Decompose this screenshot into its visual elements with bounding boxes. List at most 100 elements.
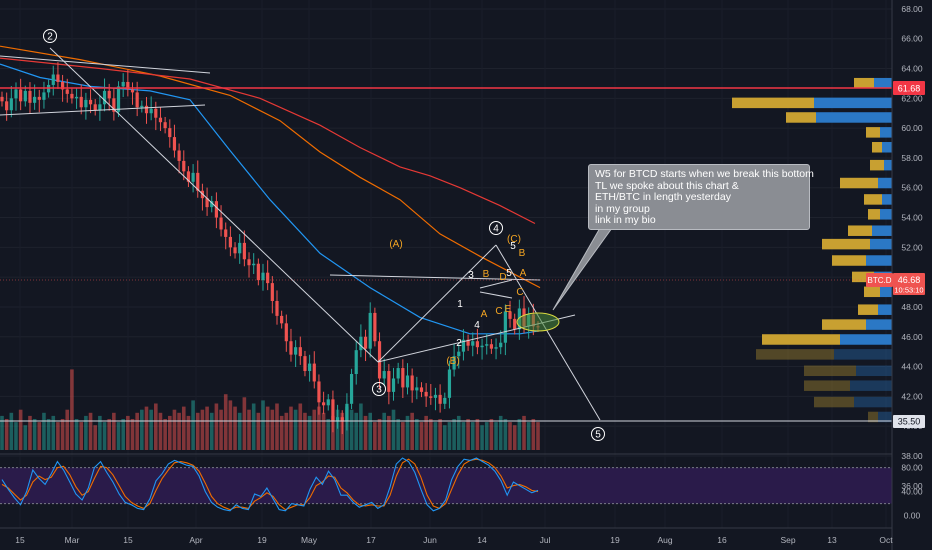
wave-3-small-label: 3 [468,270,474,281]
candle-30 [140,105,144,108]
profile-yellow-20 [814,396,854,408]
callout-line-1: W5 for BTCD starts when we break this bo… [595,168,814,180]
candle-98 [457,351,461,357]
time-tick-4: 19 [257,535,267,545]
candle-49 [228,236,232,248]
candle-19 [88,99,93,105]
volume-bar-101 [470,422,475,450]
candle-56 [261,272,265,281]
candle-9 [42,92,46,100]
candle-99 [461,339,466,352]
white-wave-labels: 1 2 3 4 5 5 [456,241,516,349]
volume-bar-84 [391,409,396,450]
volume-bar-9 [42,412,46,450]
candle-13 [60,81,65,90]
volume-bar-43 [200,409,205,450]
price-tick-6: 56.00 [901,183,923,193]
wave-3-label: 3 [372,382,386,396]
volume-bar-105 [489,419,494,450]
volume-bar-95 [442,425,447,450]
candle-41 [191,172,195,182]
volume-bar-61 [284,412,289,450]
time-tick-5: May [301,535,318,545]
volume-bar-94 [438,419,442,450]
candle-7 [33,96,37,103]
bar-countdown: 10:53:10 [894,286,923,295]
volume-bar-67 [312,409,317,450]
time-tick-15: Oct [879,535,893,545]
candle-39 [182,160,186,172]
volume-bar-22 [102,422,107,450]
volume-bar-66 [307,415,312,450]
price-tick-8: 52.00 [901,242,923,252]
volume-bar-19 [88,412,93,450]
volume-bar-29 [135,412,139,450]
time-tick-2: 15 [123,535,133,545]
profile-yellow-5 [870,159,884,171]
volume-bars [0,369,540,450]
stochastic-rsi-panel [0,453,892,512]
volume-bar-109 [508,422,512,450]
volume-bar-32 [149,409,153,450]
candle-57 [266,272,270,284]
candle-85 [396,368,400,379]
candle-73 [340,417,344,422]
candle-8 [37,96,41,100]
stoch-k-line [1,457,539,512]
stoch-d-line [1,458,539,511]
time-tick-9: Jul [540,535,551,545]
volume-bar-18 [84,415,88,450]
wave-2-text: 2 [47,32,53,43]
volume-bar-10 [46,419,51,450]
volume-bar-51 [237,412,242,450]
candle-17 [79,96,83,108]
profile-blue-15 [866,319,892,330]
volume-bar-106 [494,422,498,450]
price-tick-7: 54.00 [901,213,923,223]
candle-51 [238,242,242,254]
candle-11 [51,74,55,85]
profile-yellow-13 [864,286,880,298]
candle-15 [70,93,74,99]
candle-71 [331,399,335,422]
candle-45 [210,201,214,208]
volume-bar-108 [503,419,508,450]
profile-blue-3 [880,127,892,138]
candle-104 [485,344,489,346]
candle-18 [84,99,88,108]
price-candles[interactable] [0,62,540,435]
candle-88 [410,375,414,391]
support-tag: 35.50 [893,415,925,428]
time-tick-13: Sep [780,535,795,545]
profile-blue-7 [882,194,892,205]
candle-74 [345,403,349,422]
candle-102 [475,341,480,348]
profile-blue-14 [878,304,892,315]
orange-wave-labels: (A) (B) (C) B B D A C E A C [389,234,526,367]
volume-bar-87 [405,415,410,450]
wave-c-near-label: C [516,287,523,298]
candle-26 [121,81,125,87]
wave-c-big-label: (C) [507,234,521,245]
wave-a-near-label: A [520,268,527,279]
volume-bar-23 [107,419,111,450]
wave-2-small-label: 2 [456,338,462,349]
profile-yellow-17 [756,349,834,360]
volume-bar-16 [74,419,79,450]
volume-bar-55 [256,412,261,450]
profile-blue-2 [816,112,892,123]
wave-5-text: 5 [595,430,601,441]
candle-82 [382,371,386,379]
wave-2-label: 2 [43,29,57,43]
profile-yellow-8 [868,209,880,220]
volume-bar-97 [452,419,456,450]
profile-yellow-3 [866,127,880,138]
volume-bar-45 [209,412,214,450]
time-axis[interactable]: 15 Mar 15 Apr 19 May 17 Jun 14 Jul 19 Aug 16 Sep 13 Oct [0,527,893,545]
volume-bar-41 [191,400,195,450]
time-tick-10: 19 [610,535,620,545]
candle-37 [172,137,177,151]
volume-bar-82 [382,412,386,450]
volume-bar-27 [126,415,130,450]
